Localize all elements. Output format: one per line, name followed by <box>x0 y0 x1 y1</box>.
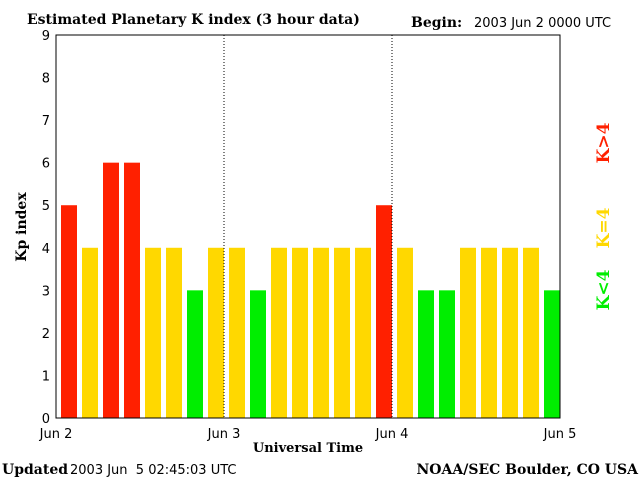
updated-value: 2003 Jun 5 02:45:03 UTC <box>70 463 237 478</box>
source-label: NOAA/SEC Boulder, CO USA <box>417 462 640 478</box>
legend: K>4 K=4 K<4 <box>594 122 614 310</box>
x-tick-label: Jun 3 <box>207 427 241 442</box>
bar <box>481 247 497 418</box>
x-tick-label: Jun 2 <box>39 427 73 442</box>
bar <box>208 247 224 418</box>
x-tick-label: Jun 4 <box>375 427 409 442</box>
y-tick-label: 5 <box>42 199 50 214</box>
begin-value: 2003 Jun 2 0000 UTC <box>474 16 611 31</box>
x-axis-label: Universal Time <box>253 441 363 456</box>
bar <box>271 247 287 418</box>
updated-label: Updated <box>2 462 68 478</box>
bar <box>502 247 518 418</box>
legend-item: K>4 <box>594 122 614 163</box>
y-tick-label: 7 <box>42 114 50 129</box>
bars <box>61 162 560 418</box>
bar <box>292 247 308 418</box>
bar <box>397 247 413 418</box>
bar <box>250 290 266 418</box>
bar <box>124 162 140 418</box>
bar <box>418 290 434 418</box>
bar <box>460 247 476 418</box>
begin-label: Begin: <box>411 15 462 31</box>
bar <box>334 247 350 418</box>
bar <box>166 247 182 418</box>
y-tick-label: 4 <box>42 242 50 257</box>
bar <box>61 205 77 418</box>
bar <box>82 247 98 418</box>
bar <box>355 247 371 418</box>
bar <box>145 247 161 418</box>
bar <box>187 290 203 418</box>
y-tick-label: 8 <box>42 72 50 87</box>
legend-item: K<4 <box>594 269 614 310</box>
legend-item: K=4 <box>594 207 614 248</box>
chart-title: Estimated Planetary K index (3 hour data… <box>27 12 360 28</box>
bar <box>523 247 539 418</box>
y-axis-label: Kp index <box>14 192 30 262</box>
bar <box>544 290 560 418</box>
bar <box>376 205 392 418</box>
y-tick-label: 9 <box>42 29 50 44</box>
axes: 0 1 2 3 4 5 6 7 8 9 Jun 2 Jun 3 Jun 4 Jun 5 <box>39 29 577 442</box>
y-tick-label: 2 <box>42 327 50 342</box>
bar <box>439 290 455 418</box>
y-tick-label: 1 <box>42 369 50 384</box>
y-tick-label: 6 <box>42 157 50 172</box>
y-tick-label: 3 <box>42 284 50 299</box>
y-tick-label: 0 <box>42 412 50 427</box>
x-tick-label: Jun 5 <box>543 427 577 442</box>
plot-frame <box>55 34 561 419</box>
bar <box>229 247 245 418</box>
bar <box>313 247 329 418</box>
bar <box>103 162 119 418</box>
